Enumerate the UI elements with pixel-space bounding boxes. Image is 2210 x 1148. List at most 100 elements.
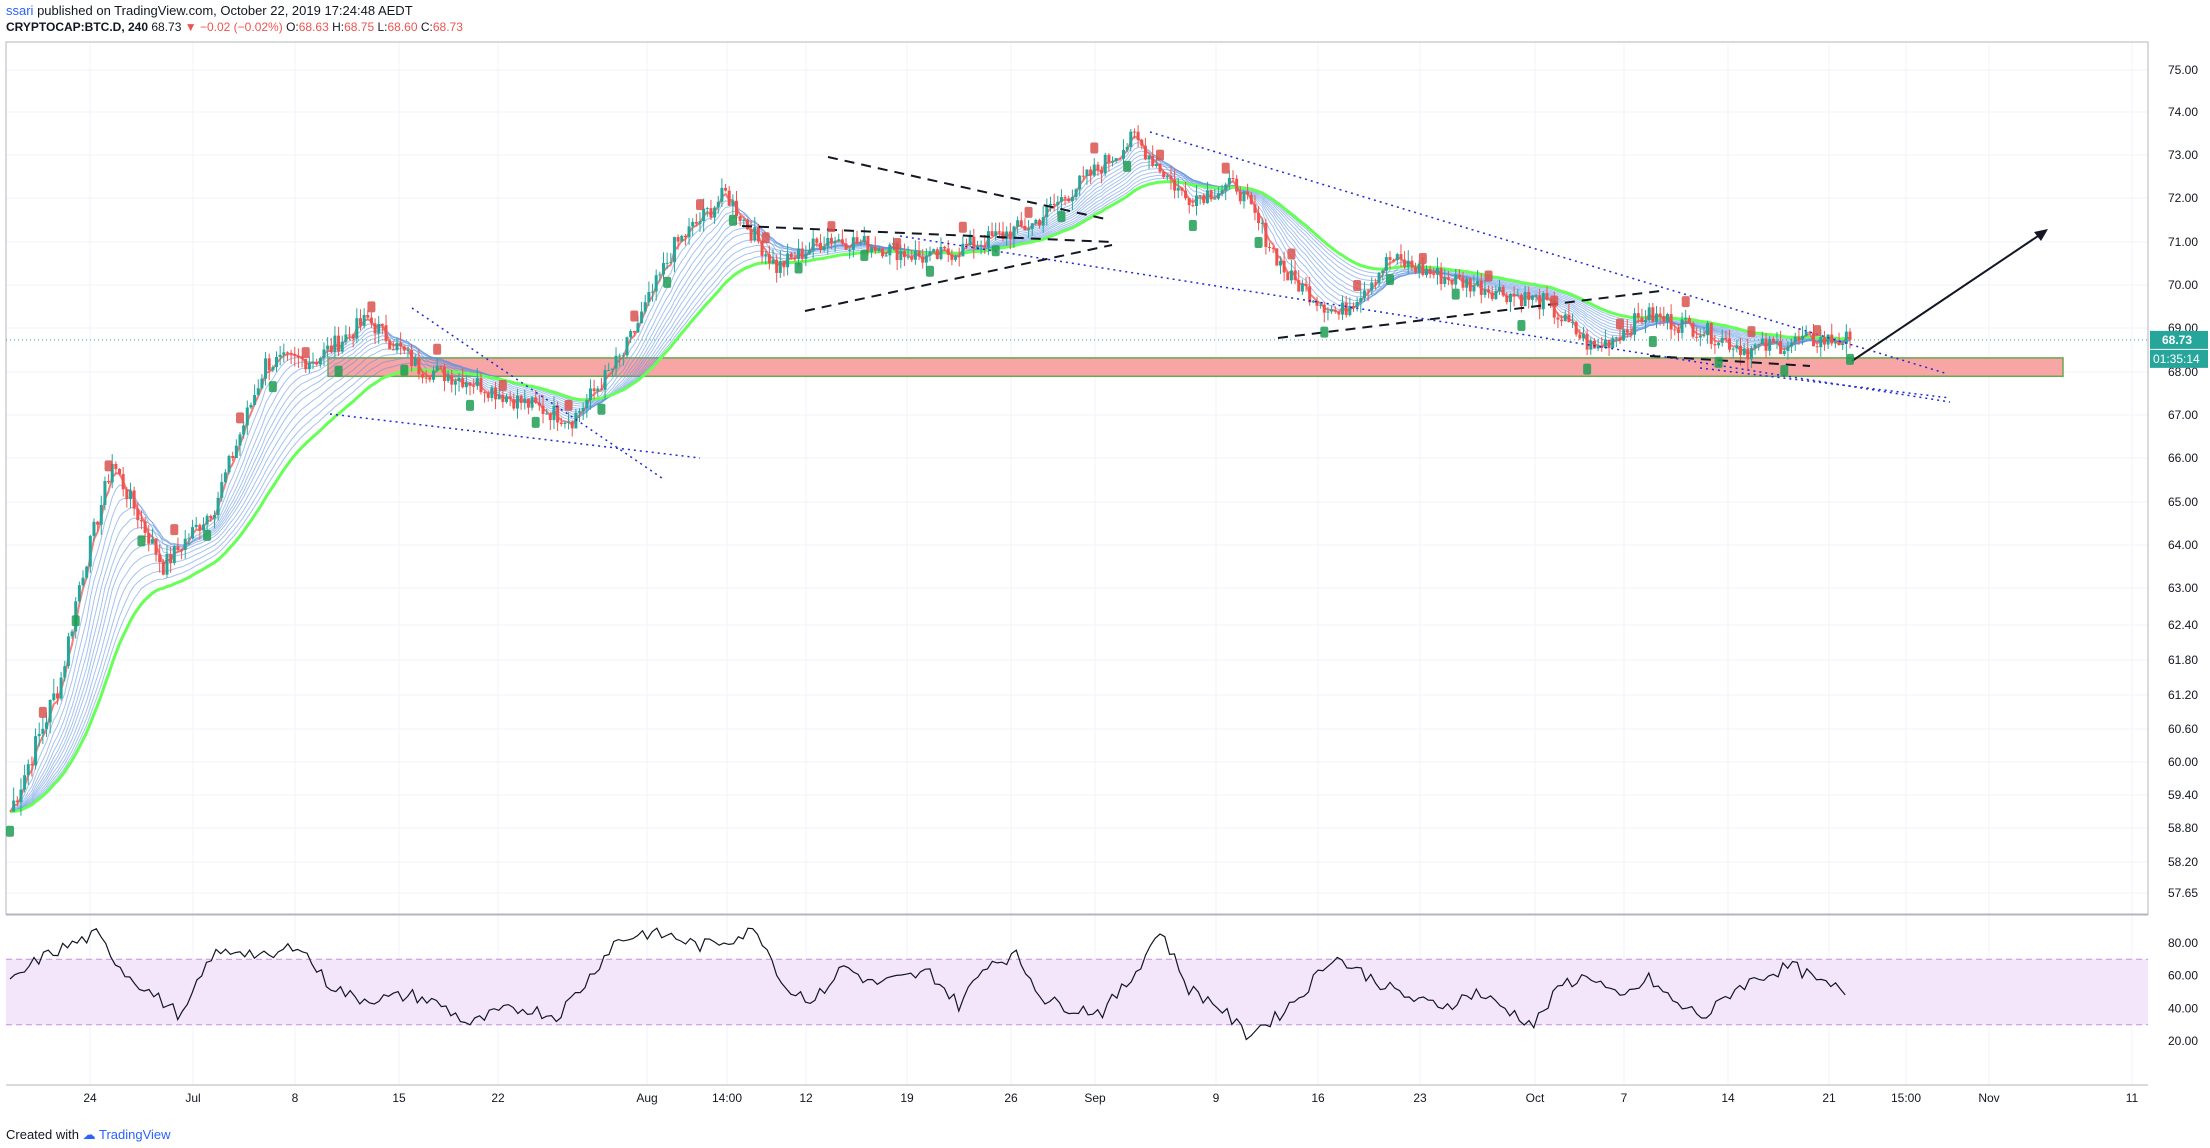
candle-down: [1490, 292, 1494, 299]
candle-down: [198, 524, 202, 531]
candle-up: [216, 497, 220, 516]
price-tick-label: 65.00: [2168, 495, 2198, 509]
td-sell-marker: [236, 412, 244, 424]
candle-up: [1684, 318, 1688, 320]
candle-up: [1706, 322, 1710, 336]
candle-down: [676, 237, 680, 242]
candle-down: [683, 235, 687, 238]
candle-down: [1585, 333, 1589, 350]
candle-up: [26, 764, 30, 776]
rsi-tick-label: 60.00: [2168, 969, 2198, 983]
tradingview-logo-icon[interactable]: ☁: [82, 1127, 96, 1142]
candle-up: [1804, 331, 1808, 336]
candle-up: [1680, 319, 1684, 333]
price-tick-label: 75.00: [2168, 63, 2198, 77]
candle-up: [888, 244, 892, 256]
candle-down: [147, 532, 151, 544]
candle-up: [355, 318, 359, 339]
rsi-band: [6, 959, 2148, 1025]
candle-up: [59, 677, 63, 699]
candle-down: [1151, 155, 1155, 166]
candle-up: [77, 585, 81, 602]
candle-down: [1100, 169, 1104, 174]
candle-down: [1695, 336, 1699, 338]
candle-down: [209, 515, 213, 519]
candle-down: [775, 259, 779, 273]
candle-up: [340, 341, 344, 352]
candle-down: [1008, 231, 1012, 240]
candle-down: [1728, 338, 1732, 350]
candle-up: [1260, 222, 1264, 224]
candle-up: [1454, 274, 1458, 285]
candle-down: [727, 190, 731, 206]
candle-up: [1826, 334, 1830, 345]
price-tick-label: 67.00: [2168, 408, 2198, 422]
trendlines[interactable]: [329, 131, 2048, 479]
candle-up: [435, 365, 439, 371]
published-text: published on TradingView.com, October 22…: [37, 3, 413, 18]
candle-down: [1257, 212, 1261, 224]
candle-down: [154, 539, 158, 555]
candle-up: [227, 455, 231, 473]
candle-down: [428, 377, 432, 380]
candle-down: [1505, 295, 1509, 303]
author-link[interactable]: ssari: [6, 3, 34, 18]
candle-up: [1833, 342, 1837, 344]
candle-down: [1001, 231, 1005, 239]
symbol-label[interactable]: CRYPTOCAP:BTC.D, 240: [6, 20, 149, 34]
time-axis[interactable]: 24 Jul 8 15 22 Aug 14:00 12 19 26 Sep 9 16 23 Oct 7 14 21…: [83, 1091, 2138, 1105]
candle-down: [1538, 295, 1542, 310]
td-buy-marker: [1254, 237, 1263, 249]
price-tick-label: 60.00: [2168, 755, 2198, 769]
candle-up: [1154, 163, 1158, 166]
candle-up: [307, 362, 311, 370]
candle-up: [1589, 340, 1593, 350]
td-sell-marker: [1156, 149, 1164, 161]
candle-down: [348, 334, 352, 336]
candle-up: [1078, 175, 1082, 190]
candle-down: [285, 352, 289, 354]
candle-up: [490, 387, 494, 398]
candle-down: [789, 253, 793, 258]
candle-up: [242, 425, 246, 435]
dashed-trendline: [827, 156, 1111, 221]
candle-down: [1519, 294, 1523, 307]
candle-up: [1530, 295, 1534, 300]
dashed-trendline: [1649, 355, 1811, 367]
candle-up: [1793, 336, 1797, 343]
candle-down: [1724, 337, 1728, 339]
candle-down: [143, 521, 147, 533]
candle-up: [720, 187, 724, 202]
candle-up: [837, 239, 841, 241]
candle-down: [965, 243, 969, 246]
candle-down: [114, 463, 118, 469]
td-buy-marker: [531, 416, 540, 428]
candle-up: [786, 253, 790, 268]
candle-down: [556, 405, 560, 423]
price-tick-label: 70.00: [2168, 278, 2198, 292]
tradingview-brand[interactable]: TradingView: [99, 1127, 171, 1142]
candle-down: [1366, 290, 1370, 292]
td-buy-marker: [1714, 356, 1723, 368]
candle-up: [698, 221, 702, 224]
last-price-tag: 68.73 01:35:14: [2150, 330, 2208, 368]
candle-down: [1607, 339, 1611, 349]
price-tick-label: 60.60: [2168, 722, 2198, 736]
candle-up: [924, 255, 928, 263]
candle-down: [366, 314, 370, 318]
candle-up: [1508, 293, 1512, 303]
candle-down: [1629, 332, 1633, 335]
candle-up: [961, 243, 965, 257]
candle-up: [848, 249, 852, 251]
last-price-tag-bg: [2150, 330, 2208, 349]
candle-down: [358, 318, 362, 326]
grid: [6, 42, 2148, 1085]
candle-up: [1074, 189, 1078, 197]
candle-up: [23, 775, 27, 790]
candle-up: [1016, 220, 1020, 227]
price-axis[interactable]: 75.0074.0073.0072.0071.0070.0069.0068.00…: [2168, 63, 2198, 900]
candle-up: [629, 331, 633, 338]
candle-down: [950, 254, 954, 260]
candle-up: [1213, 198, 1217, 200]
